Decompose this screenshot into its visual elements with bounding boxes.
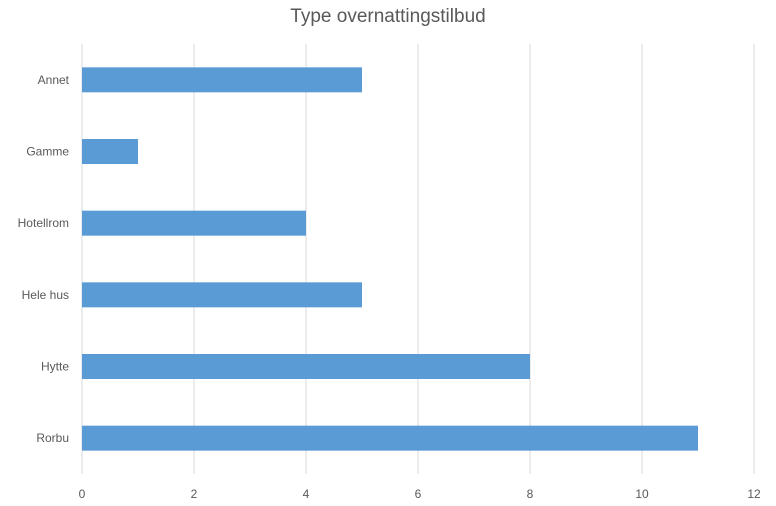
x-tick-label-4: 4 (303, 487, 310, 501)
bar-hytte (82, 354, 530, 379)
category-label-hytte: Hytte (41, 360, 69, 374)
x-tick-label-8: 8 (527, 487, 534, 501)
x-tick-label-12: 12 (747, 487, 761, 501)
category-label-hele-hus: Hele hus (22, 288, 69, 302)
x-tick-label-2: 2 (191, 487, 198, 501)
bar-hele-hus (82, 282, 362, 308)
bars (82, 67, 698, 451)
x-tick-label-10: 10 (635, 487, 649, 501)
category-label-gamme: Gamme (26, 145, 69, 159)
category-label-annet: Annet (38, 73, 70, 87)
x-tick-label-0: 0 (79, 487, 86, 501)
gridlines (81, 44, 755, 474)
category-label-rorbu: Rorbu (36, 431, 69, 445)
category-labels: Annet Gamme Hotellrom Hele hus Hytte Rorbu (18, 73, 70, 445)
bar-rorbu (82, 425, 698, 451)
x-tick-label-6: 6 (415, 487, 422, 501)
x-tick-labels: 0 2 4 6 8 10 12 (79, 487, 761, 501)
category-label-hotellrom: Hotellrom (18, 216, 69, 230)
bar-annet (82, 67, 362, 93)
bar-hotellrom (82, 210, 306, 236)
bar-gamme (82, 139, 138, 164)
chart-title: Type overnattingstilbud (290, 6, 486, 27)
